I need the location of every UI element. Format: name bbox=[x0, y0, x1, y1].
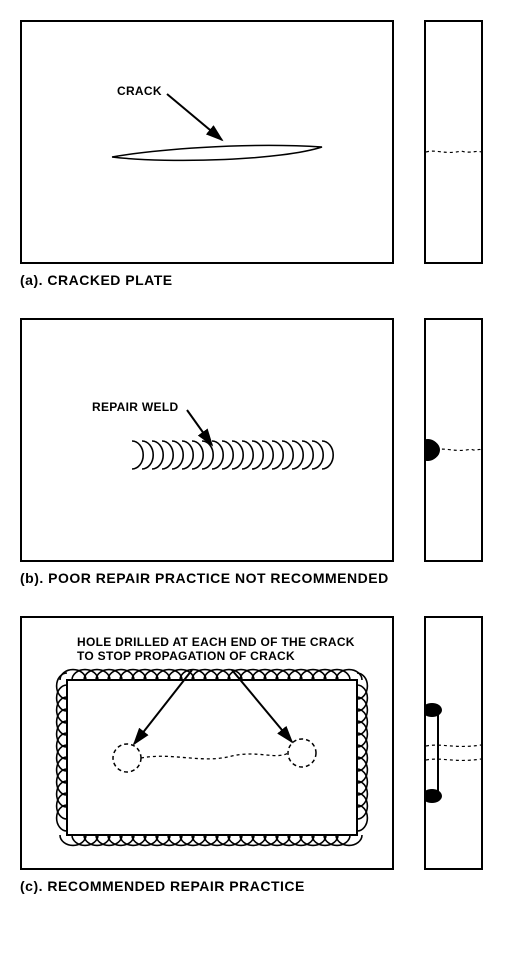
weld-bottom bbox=[60, 835, 362, 845]
caption-a: (a). CRACKED PLATE bbox=[20, 272, 510, 288]
label-crack: CRACK bbox=[117, 84, 162, 98]
weld-right bbox=[357, 673, 367, 831]
panel-c-side-svg bbox=[426, 618, 481, 868]
side-blob-bot-e bbox=[426, 789, 442, 803]
label-hole-drilled: HOLE DRILLED AT EACH END OF THE CRACK TO… bbox=[77, 636, 367, 664]
caption-c: (c). RECOMMENDED REPAIR PRACTICE bbox=[20, 878, 510, 894]
panel-a-side-svg bbox=[426, 22, 481, 262]
patch-plate bbox=[67, 680, 357, 835]
weld-bead-row bbox=[132, 441, 333, 469]
panel-b-side-svg bbox=[426, 320, 481, 560]
side-blob-top-e bbox=[426, 703, 442, 717]
arrow-weld bbox=[187, 410, 212, 445]
side-crack-b bbox=[436, 449, 481, 450]
panel-a-side bbox=[424, 20, 483, 264]
hole-left bbox=[113, 744, 141, 772]
panel-c-side bbox=[424, 616, 483, 870]
side-crack-a bbox=[426, 151, 481, 152]
caption-b: (b). POOR REPAIR PRACTICE NOT RECOMMENDE… bbox=[20, 570, 510, 586]
panel-a-main: CRACK bbox=[20, 20, 394, 264]
panel-b-row: REPAIR WELD bbox=[20, 318, 510, 562]
panel-b-side bbox=[424, 318, 483, 562]
weld-top bbox=[60, 670, 362, 680]
panel-c-main: HOLE DRILLED AT EACH END OF THE CRACK TO… bbox=[20, 616, 394, 870]
side-patch bbox=[426, 713, 438, 793]
panel-b-main: REPAIR WELD bbox=[20, 318, 394, 562]
label-repair-weld: REPAIR WELD bbox=[92, 400, 178, 414]
panel-c-row: HOLE DRILLED AT EACH END OF THE CRACK TO… bbox=[20, 616, 510, 870]
panel-a-row: CRACK bbox=[20, 20, 510, 264]
crack-line bbox=[112, 145, 322, 160]
panel-a-svg bbox=[22, 22, 392, 262]
panel-b-svg bbox=[22, 320, 392, 560]
crack-dashed bbox=[141, 753, 288, 759]
arrow-crack bbox=[167, 94, 222, 140]
arrow-hole-left bbox=[134, 670, 192, 744]
weld-left bbox=[57, 673, 67, 831]
hole-right bbox=[288, 739, 316, 767]
